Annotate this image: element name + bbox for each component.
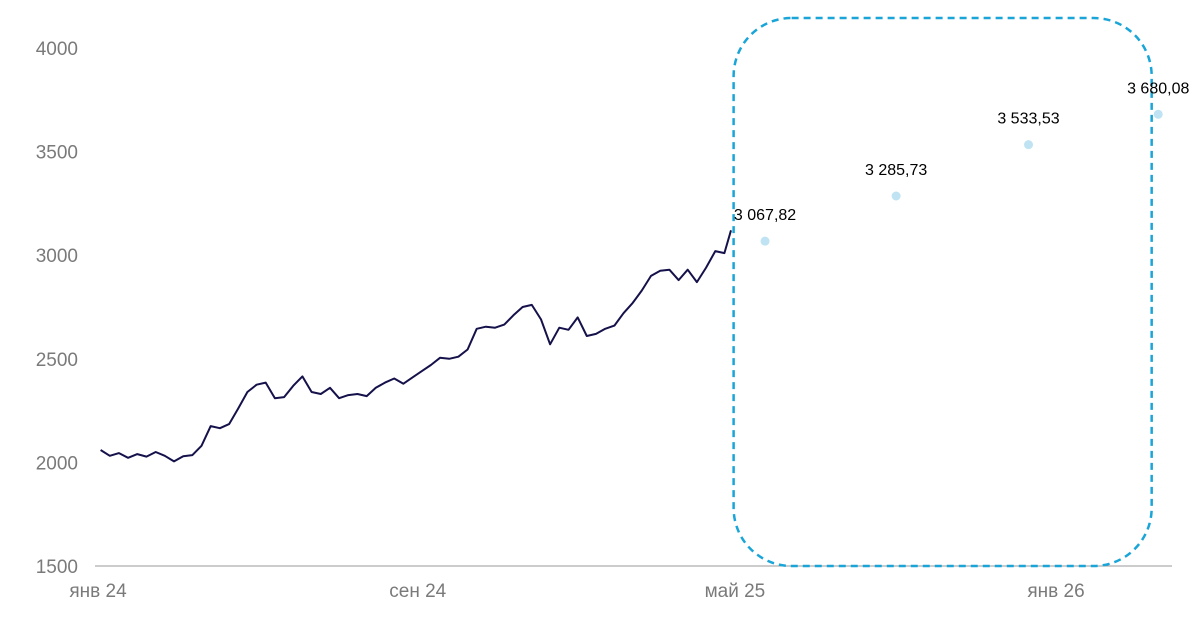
x-tick-label: май 25: [705, 581, 766, 602]
forecast-data-label: 3 680,08: [1127, 80, 1189, 97]
y-tick-label: 3000: [36, 246, 78, 267]
forecast-point: [760, 236, 770, 246]
x-axis: янв 24 сен 24 май 25 янв 26: [69, 565, 1172, 602]
forecast-data-label: 3 285,73: [865, 162, 927, 179]
forecast-data-label: 3 067,82: [734, 207, 796, 224]
forecast-point: [891, 191, 901, 201]
y-axis: 1500 2000 2500 3000 3500 4000: [36, 39, 78, 578]
y-tick-label: 4000: [36, 39, 78, 60]
y-tick-label: 2000: [36, 453, 78, 474]
x-tick-label: янв 26: [1027, 581, 1084, 602]
x-tick-label: сен 24: [389, 581, 446, 602]
forecast-region: [732, 16, 1153, 568]
forecast-point: [1023, 140, 1033, 150]
price-series-line: [100, 230, 732, 463]
forecast-data-label: 3 533,53: [997, 111, 1059, 128]
plot-area: 3 067,82 3 285,73 3 533,53 3 680,08: [100, 80, 1189, 463]
x-tick-label: янв 24: [69, 581, 127, 602]
y-tick-label: 2500: [36, 350, 78, 371]
y-tick-label: 1500: [36, 557, 78, 578]
forecast-dashed-box: [732, 16, 1153, 568]
y-tick-label: 3500: [36, 143, 78, 164]
forecast-point: [1153, 109, 1163, 119]
